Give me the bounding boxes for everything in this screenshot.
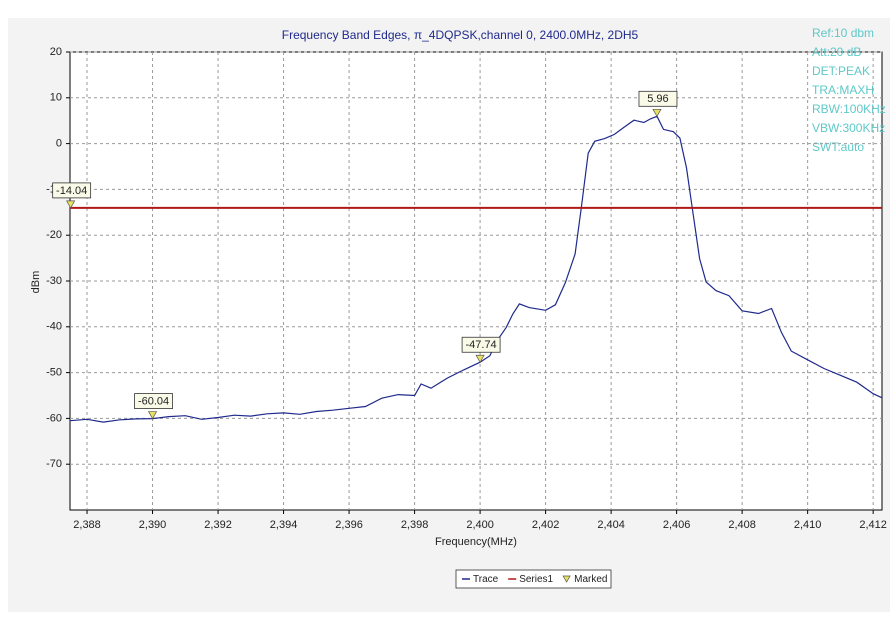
y-tick-label: -50 <box>46 367 62 379</box>
y-tick-label: -70 <box>46 458 62 470</box>
setting-annotation: TRA:MAXH <box>812 83 874 97</box>
y-axis-label: dBm <box>30 271 42 294</box>
plot-area <box>69 51 883 511</box>
setting-annotation: VBW:300KHz <box>812 121 885 135</box>
marker <box>147 411 158 420</box>
marker <box>652 108 662 118</box>
x-tick-label: 2,402 <box>532 519 560 531</box>
y-tick-label: 20 <box>50 46 62 58</box>
x-tick-label: 2,394 <box>270 519 298 531</box>
x-tick-label: 2,388 <box>73 519 101 531</box>
marker-label-box <box>52 182 92 199</box>
x-tick-label: 2,406 <box>663 519 691 531</box>
y-tick-label: 10 <box>50 92 62 104</box>
chart-title: Frequency Band Edges, π_4DQPSK,channel 0… <box>282 28 639 42</box>
legend-symbol <box>562 575 571 583</box>
x-tick-label: 2,390 <box>139 519 167 531</box>
setting-annotation: Att:20 dB <box>812 45 861 59</box>
trace-line <box>69 115 883 423</box>
y-tick-label: -60 <box>46 412 62 424</box>
setting-annotation: SWT:auto <box>812 140 864 154</box>
marker-label: -47.74 <box>465 339 496 351</box>
x-tick-label: 2,396 <box>335 519 363 531</box>
marker-label: -60.04 <box>138 395 169 407</box>
y-tick-label: -40 <box>46 321 62 333</box>
x-tick-label: 2,412 <box>859 519 887 531</box>
x-tick-label: 2,400 <box>466 519 494 531</box>
legend-label: Marked <box>574 574 607 585</box>
setting-annotation: Ref:10 dbm <box>812 26 874 40</box>
x-tick-label: 2,404 <box>597 519 625 531</box>
marker <box>66 200 76 209</box>
y-tick-label: -20 <box>46 229 62 241</box>
legend-label: Series1 <box>519 574 553 585</box>
x-tick-label: 2,408 <box>728 519 756 531</box>
x-tick-label: 2,398 <box>401 519 429 531</box>
marker-label-box <box>461 336 501 353</box>
x-axis-label: Frequency(MHz) <box>435 536 517 548</box>
setting-annotation: DET:PEAK <box>812 64 870 78</box>
x-tick-label: 2,410 <box>794 519 822 531</box>
y-tick-label: 0 <box>56 138 62 150</box>
marker-label: -14.04 <box>56 185 87 197</box>
x-tick-label: 2,392 <box>204 519 232 531</box>
legend-box <box>455 569 612 589</box>
marker-label-box <box>134 393 173 409</box>
marker-label-box <box>638 90 678 107</box>
setting-annotation: RBW:100KHz <box>812 102 886 116</box>
marker-label: 5.96 <box>647 93 668 105</box>
y-tick-label: -30 <box>46 275 62 287</box>
marker <box>475 354 485 363</box>
legend-label: Trace <box>473 574 499 585</box>
